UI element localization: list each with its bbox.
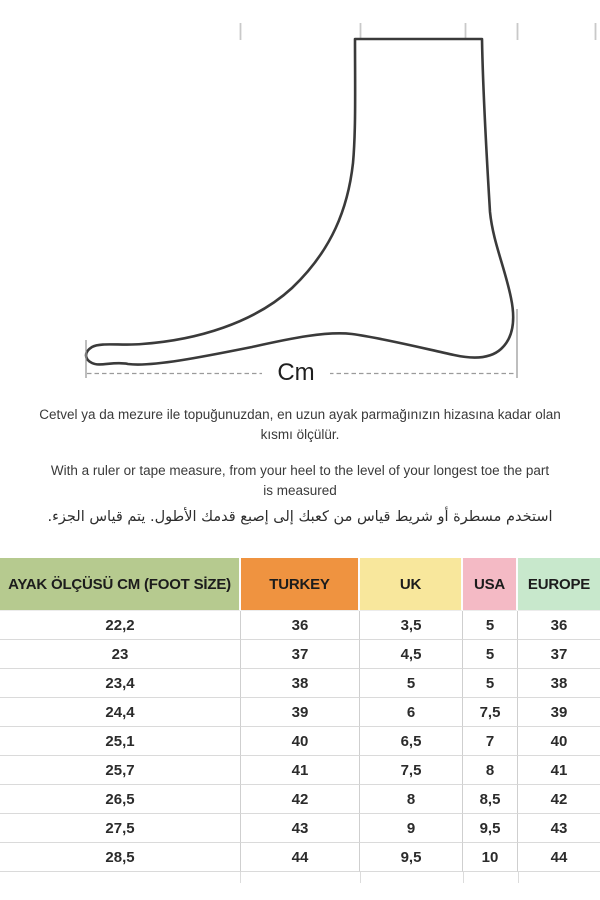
cell-uk: 9,5 — [360, 843, 463, 872]
cell-usa: 8 — [463, 756, 518, 785]
table-row: 23,4 38 5 5 38 — [0, 669, 600, 698]
instruction-text-turkish: Cetvel ya da mezure ile topuğunuzdan, en… — [39, 407, 561, 443]
cell-usa: 5 — [463, 611, 518, 640]
cell-turkey: 39 — [241, 698, 360, 727]
col-header-usa: USA — [463, 558, 518, 611]
cell-turkey: 36 — [241, 611, 360, 640]
cell-foot-size: 24,4 — [0, 698, 241, 727]
col-header-foot-size: AYAK ÖLÇÜSÜ CM (FOOT SİZE) — [0, 558, 241, 611]
cell-turkey: 42 — [241, 785, 360, 814]
instruction-text-english: With a ruler or tape measure, from your … — [50, 463, 550, 499]
cell-uk: 7,5 — [360, 756, 463, 785]
cell-foot-size: 27,5 — [0, 814, 241, 843]
top-tick-marks — [239, 23, 597, 40]
cell-usa: 7,5 — [463, 698, 518, 727]
cell-usa: 5 — [463, 669, 518, 698]
cell-europe: 43 — [518, 814, 600, 843]
table-row: 23 37 4,5 5 37 — [0, 640, 600, 669]
table-row: 24,4 39 6 7,5 39 — [0, 698, 600, 727]
cell-turkey: 41 — [241, 756, 360, 785]
cell-europe: 39 — [518, 698, 600, 727]
cell-foot-size: 25,1 — [0, 727, 241, 756]
cell-usa: 9,5 — [463, 814, 518, 843]
cell-uk: 6,5 — [360, 727, 463, 756]
table-column-divider-stub — [240, 872, 241, 883]
table-row: 25,1 40 6,5 7 40 — [0, 727, 600, 756]
cm-unit-label: Cm — [262, 359, 330, 386]
col-header-europe: EUROPE — [518, 558, 600, 611]
table-column-divider-stub — [360, 872, 361, 883]
cell-turkey: 37 — [241, 640, 360, 669]
table-row: 26,5 42 8 8,5 42 — [0, 785, 600, 814]
cell-europe: 36 — [518, 611, 600, 640]
instruction-text-arabic: استخدم مسطرة أو شريط قياس من كعبك إلى إص… — [47, 509, 553, 525]
col-header-turkey: TURKEY — [241, 558, 360, 611]
table-row: 22,2 36 3,5 5 36 — [0, 611, 600, 640]
cell-europe: 40 — [518, 727, 600, 756]
cell-uk: 8 — [360, 785, 463, 814]
cell-uk: 3,5 — [360, 611, 463, 640]
cell-uk: 6 — [360, 698, 463, 727]
instruction-block-english: With a ruler or tape measure, from your … — [0, 461, 600, 502]
table-row: 28,5 44 9,5 10 44 — [0, 843, 600, 872]
cell-foot-size: 23,4 — [0, 669, 241, 698]
cell-uk: 5 — [360, 669, 463, 698]
table-row: 27,5 43 9 9,5 43 — [0, 814, 600, 843]
table-row: 25,7 41 7,5 8 41 — [0, 756, 600, 785]
cell-europe: 44 — [518, 843, 600, 872]
table-column-divider-stub — [463, 872, 464, 883]
cell-usa: 5 — [463, 640, 518, 669]
instruction-block-arabic: استخدم مسطرة أو شريط قياس من كعبك إلى إص… — [0, 507, 600, 529]
cell-turkey: 43 — [241, 814, 360, 843]
cell-usa: 7 — [463, 727, 518, 756]
foot-measurement-diagram — [84, 23, 597, 378]
cell-europe: 38 — [518, 669, 600, 698]
cell-foot-size: 22,2 — [0, 611, 241, 640]
cell-usa: 8,5 — [463, 785, 518, 814]
cell-europe: 37 — [518, 640, 600, 669]
cell-foot-size: 23 — [0, 640, 241, 669]
cell-europe: 41 — [518, 756, 600, 785]
col-header-uk: UK — [360, 558, 463, 611]
cell-foot-size: 28,5 — [0, 843, 241, 872]
cell-turkey: 40 — [241, 727, 360, 756]
cell-turkey: 38 — [241, 669, 360, 698]
table-column-divider-stub — [518, 872, 519, 883]
table-header-row: AYAK ÖLÇÜSÜ CM (FOOT SİZE) TURKEY UK USA… — [0, 558, 600, 611]
foot-outline — [84, 37, 515, 366]
instruction-block-turkish: Cetvel ya da mezure ile topuğunuzdan, en… — [0, 405, 600, 446]
size-conversion-table: AYAK ÖLÇÜSÜ CM (FOOT SİZE) TURKEY UK USA… — [0, 558, 600, 872]
cell-uk: 4,5 — [360, 640, 463, 669]
cell-uk: 9 — [360, 814, 463, 843]
cell-usa: 10 — [463, 843, 518, 872]
cell-europe: 42 — [518, 785, 600, 814]
cell-turkey: 44 — [241, 843, 360, 872]
cell-foot-size: 25,7 — [0, 756, 241, 785]
cell-foot-size: 26,5 — [0, 785, 241, 814]
measurement-guide — [85, 309, 518, 378]
